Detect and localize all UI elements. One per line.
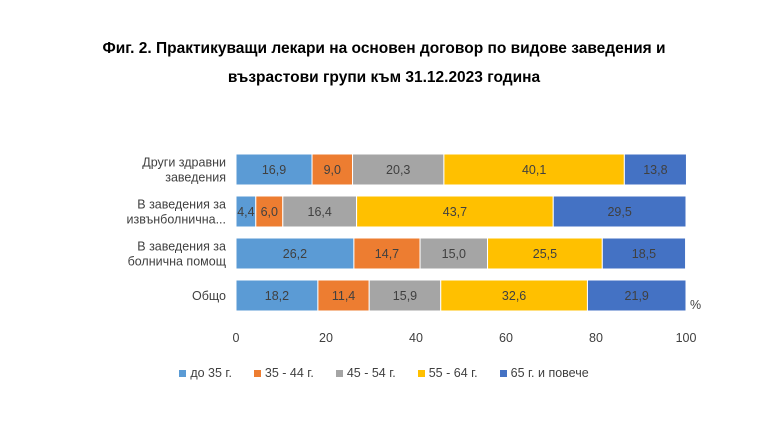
data-label: 11,4	[332, 289, 355, 303]
chart-title-line-2: възрастови групи към 31.12.2023 година	[227, 69, 541, 86]
x-tick-label: 60	[499, 331, 513, 345]
legend-item: 35 - 44 г.	[253, 366, 314, 380]
data-label: 18,5	[632, 247, 656, 261]
data-label: 40,1	[522, 163, 546, 177]
legend-label: 35 - 44 г.	[264, 366, 314, 380]
data-label: 15,9	[393, 289, 417, 303]
x-tick-label: 40	[409, 331, 423, 345]
data-label: 25,5	[533, 247, 557, 261]
data-label: 9,0	[324, 163, 341, 177]
legend-swatch	[253, 369, 261, 377]
data-label: 43,7	[443, 205, 467, 219]
category-label: В заведения за извънболнична...	[127, 198, 227, 227]
bar-segment	[282, 195, 358, 228]
chart-title-line-1: Фиг. 2. Практикуващи лекари на основен д…	[102, 40, 666, 57]
bar-segment	[487, 237, 603, 270]
legend-item: 55 - 64 г.	[417, 366, 478, 380]
data-label: 15,0	[442, 247, 466, 261]
data-label: 13,8	[643, 163, 667, 177]
chart-legend: до 35 г. 35 - 44 г. 45 - 54 г. 55 - 64 г. 65…	[0, 366, 768, 380]
bar-segment	[443, 153, 625, 186]
bar-segment	[552, 195, 687, 228]
bar-segment	[356, 195, 554, 228]
bar-segment	[352, 153, 445, 186]
x-tick-label: 20	[319, 331, 333, 345]
legend-label: 65 г. и повече	[510, 366, 589, 380]
legend-swatch	[499, 369, 507, 377]
bar-segment	[353, 237, 421, 270]
unit-label: %	[690, 298, 701, 312]
bar-segment	[623, 153, 687, 186]
data-label: 18,2	[265, 289, 289, 303]
legend-swatch	[179, 369, 187, 377]
legend-swatch	[335, 369, 343, 377]
category-label: В заведения за болнична помощ	[128, 240, 226, 269]
data-label: 32,6	[502, 289, 526, 303]
plot-area: 16,9 9,0 20,3 40,1 13,8 Други здравни заведени…	[127, 153, 701, 345]
bar-segment	[601, 237, 687, 270]
x-tick-label: 0	[233, 331, 240, 345]
legend-label: 55 - 64 г.	[428, 366, 478, 380]
data-label: 29,5	[607, 205, 631, 219]
bar-segment	[586, 279, 687, 312]
data-label: 16,4	[308, 205, 332, 219]
legend-swatch	[417, 369, 425, 377]
data-label: 26,2	[283, 247, 307, 261]
data-label: 6,0	[261, 205, 278, 219]
x-tick-label: 100	[676, 331, 697, 345]
legend-item: 45 - 54 г.	[335, 366, 396, 380]
data-label: 14,7	[375, 247, 399, 261]
x-tick-label: 80	[589, 331, 603, 345]
legend-item: 65 г. и повече	[499, 366, 589, 380]
legend-label: до 35 г.	[190, 366, 232, 380]
legend-item: до 35 г.	[179, 366, 232, 380]
bar-segment	[317, 279, 370, 312]
bar-segment	[235, 153, 313, 186]
data-label: 16,9	[262, 163, 286, 177]
data-label: 21,9	[625, 289, 649, 303]
bar-segment	[235, 279, 319, 312]
bar-segment	[235, 237, 355, 270]
legend-label: 45 - 54 г.	[346, 366, 396, 380]
bar-segment	[255, 195, 284, 228]
data-label: 4,4	[237, 205, 254, 219]
category-label: Общо	[192, 289, 226, 303]
category-label: Други здравни заведения	[142, 156, 226, 185]
chart-title: Фиг. 2. Практикуващи лекари на основен д…	[0, 34, 768, 92]
data-label: 20,3	[386, 163, 410, 177]
